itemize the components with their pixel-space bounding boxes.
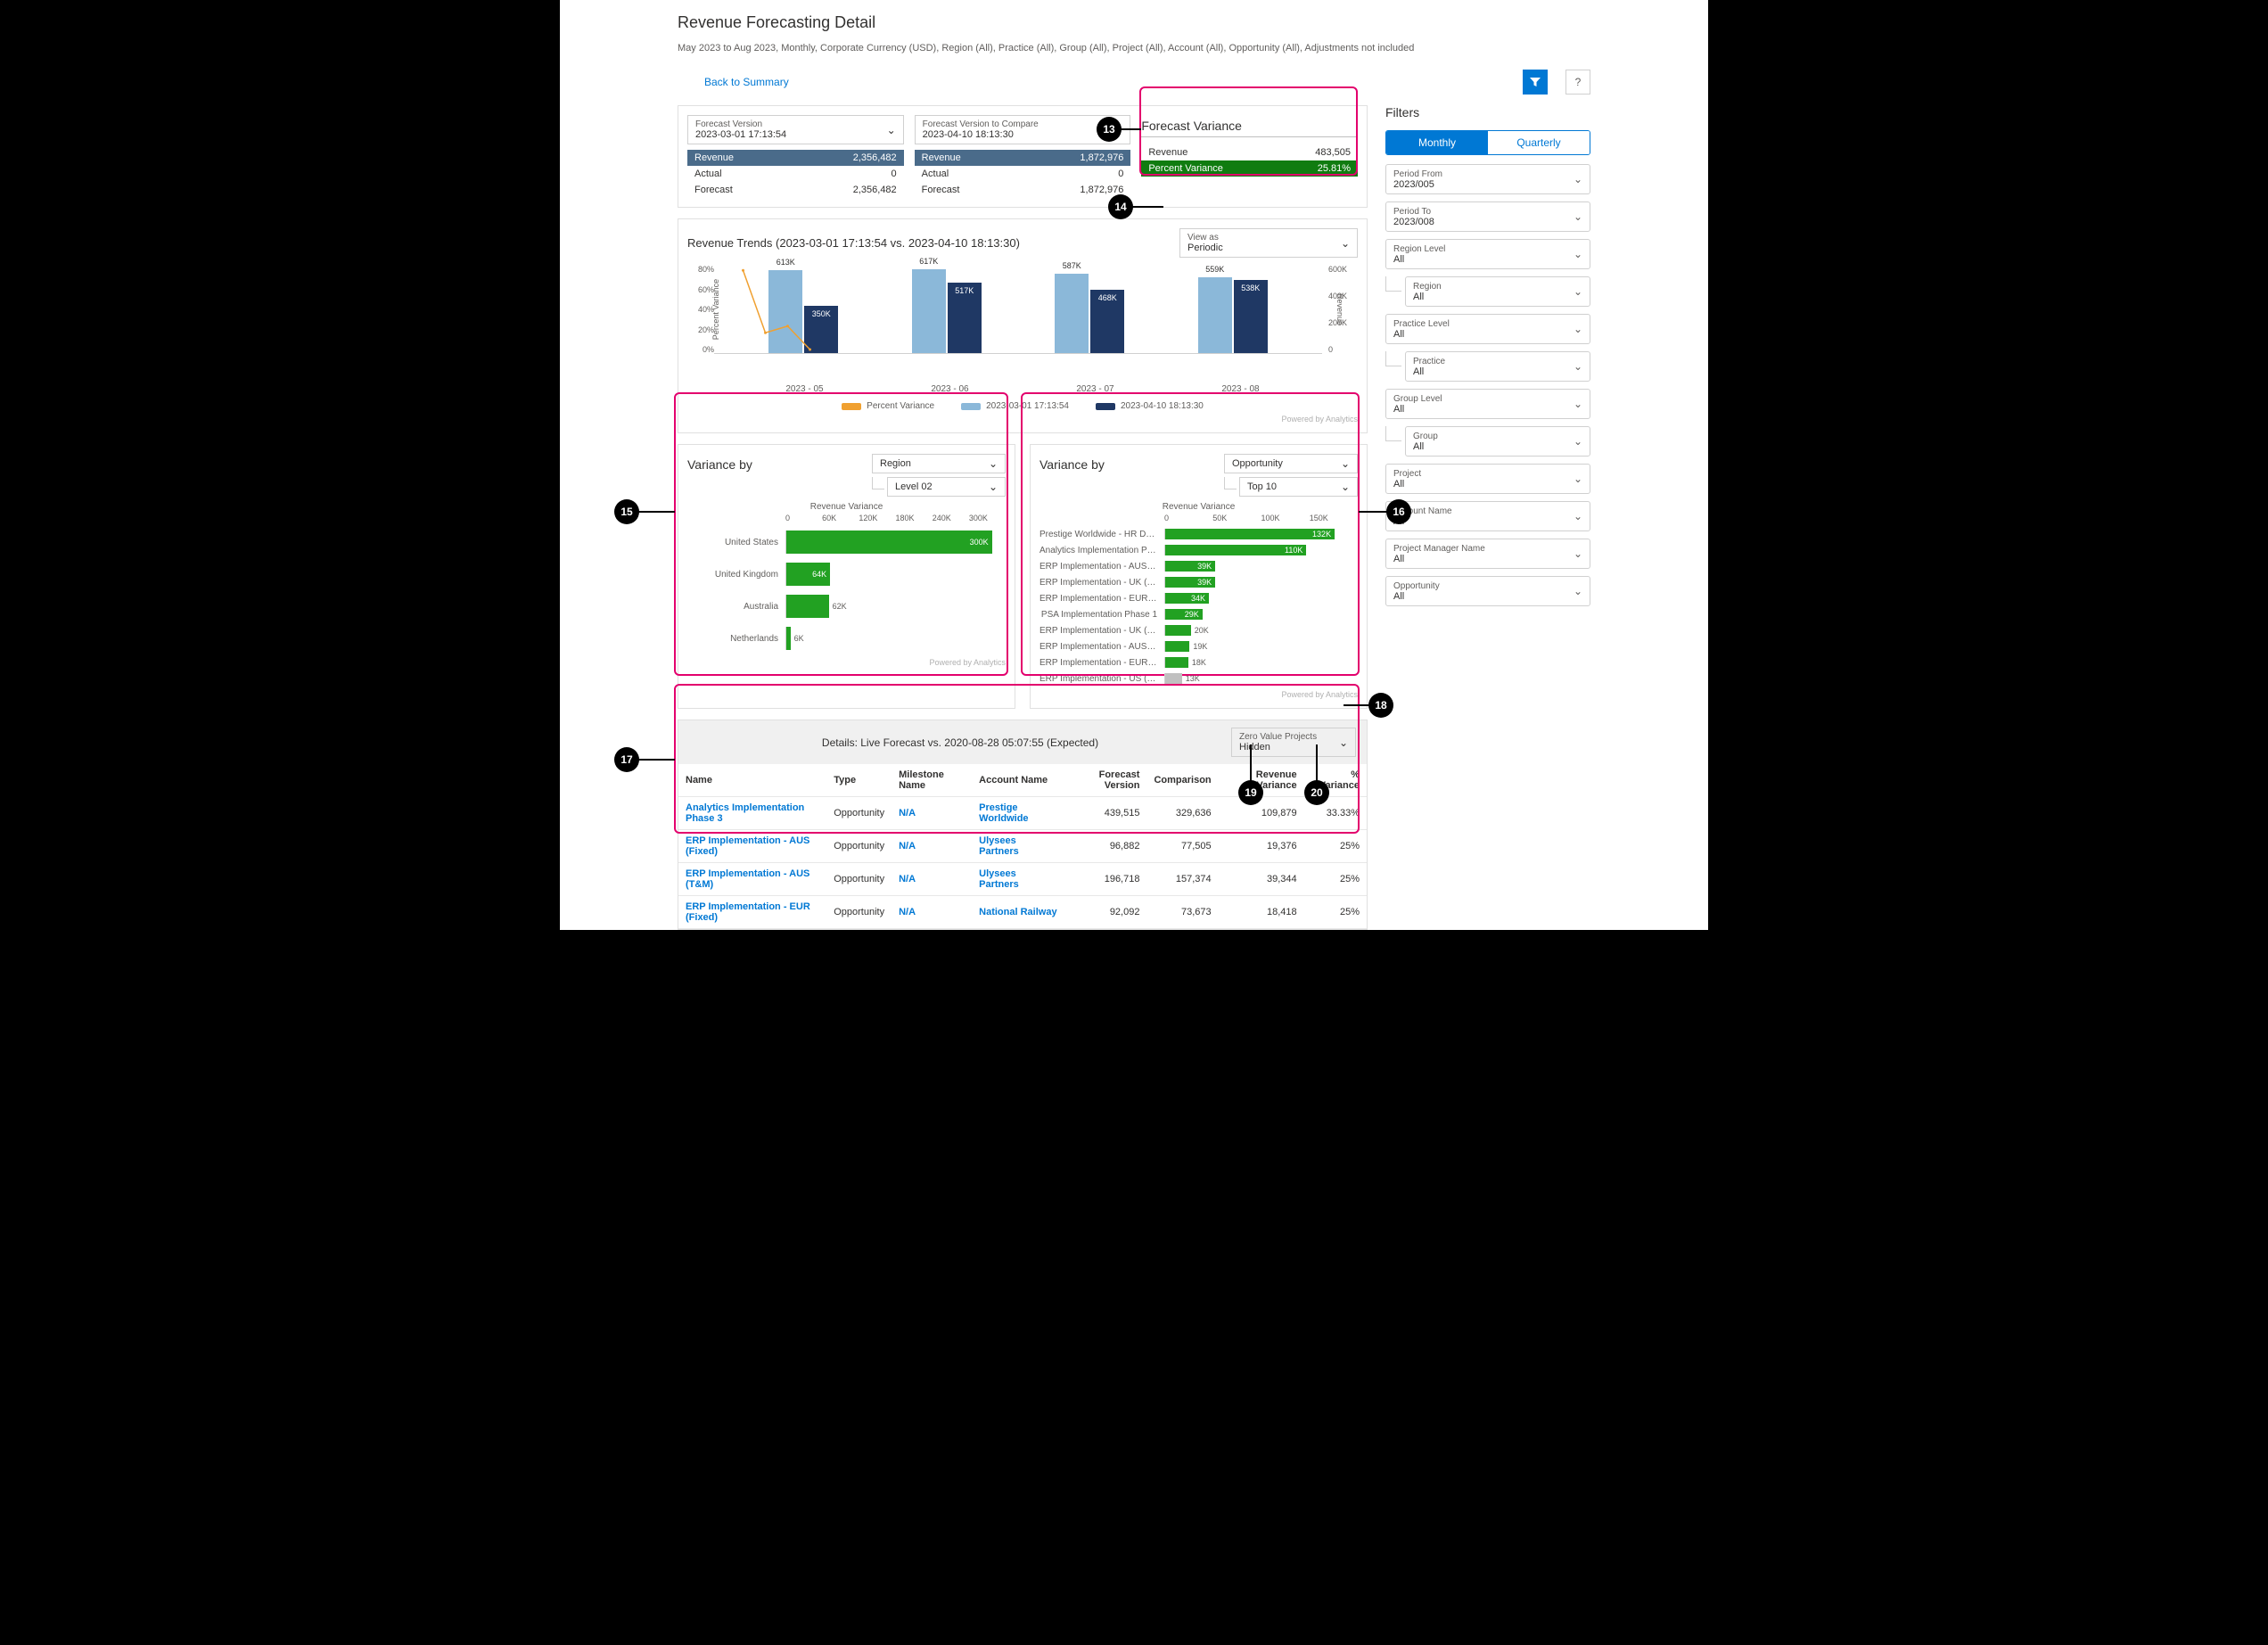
milestone-link[interactable]: N/A — [892, 863, 972, 896]
filter-practice[interactable]: PracticeAll⌄ — [1405, 351, 1590, 382]
variance-by-region-panel: Variance by Region ⌄ Level 02 ⌄ — [678, 444, 1015, 709]
variance-by-opportunity-panel: Variance by Opportunity ⌄ Top 10 ⌄ — [1030, 444, 1368, 709]
chevron-down-icon: ⌄ — [887, 124, 896, 136]
table-row: ERP Implementation - EUR (Fixed) Opportu… — [678, 896, 1367, 929]
filter-period-from[interactable]: Period From2023/005⌄ — [1385, 164, 1590, 194]
filters-sidebar: Filters Monthly Quarterly Period From202… — [1385, 105, 1590, 930]
varby-level-select[interactable]: Level 02 ⌄ — [887, 477, 1006, 497]
account-link[interactable]: Ulysees Partners — [972, 863, 1064, 896]
filter-opportunity[interactable]: OpportunityAll⌄ — [1385, 576, 1590, 606]
callout-16: 16 — [1386, 499, 1411, 524]
forecast-version-select[interactable]: Forecast Version 2023-03-01 17:13:54 ⌄ — [687, 115, 904, 144]
monthly-toggle[interactable]: Monthly — [1386, 131, 1488, 154]
page-title: Revenue Forecasting Detail — [678, 13, 1590, 32]
milestone-link[interactable]: N/A — [892, 797, 972, 830]
callout-17: 17 — [614, 747, 639, 772]
chevron-down-icon: ⌄ — [1341, 237, 1350, 250]
milestone-link[interactable]: N/A — [892, 896, 972, 929]
chevron-down-icon: ⌄ — [1341, 481, 1350, 493]
varby-opp-select[interactable]: Opportunity ⌄ — [1224, 454, 1358, 473]
detail-name-link[interactable]: ERP Implementation - AUS (T&M) — [678, 863, 826, 896]
filter-icon — [1529, 76, 1541, 88]
subtitle: May 2023 to Aug 2023, Monthly, Corporate… — [678, 43, 1590, 53]
callout-18: 18 — [1368, 693, 1393, 718]
callout-15: 15 — [614, 499, 639, 524]
quarterly-toggle[interactable]: Quarterly — [1488, 131, 1590, 154]
help-button[interactable]: ? — [1565, 70, 1590, 95]
trends-panel: Revenue Trends (2023-03-01 17:13:54 vs. … — [678, 218, 1368, 433]
chevron-down-icon: ⌄ — [1339, 736, 1348, 749]
detail-name-link[interactable]: Analytics Implementation Phase 3 — [678, 797, 826, 830]
callout-14: 14 — [1108, 194, 1133, 219]
milestone-link[interactable]: N/A — [892, 830, 972, 863]
account-link[interactable]: National Railway — [972, 896, 1064, 929]
table-row: ERP Implementation - AUS (T&M) Opportuni… — [678, 863, 1367, 896]
filter-project-manager-name[interactable]: Project Manager NameAll⌄ — [1385, 539, 1590, 569]
filter-region[interactable]: RegionAll⌄ — [1405, 276, 1590, 307]
detail-name-link[interactable]: ERP Implementation - EUR (Fixed) — [678, 896, 826, 929]
callout-19: 19 — [1238, 780, 1263, 805]
view-as-select[interactable]: View as Periodic ⌄ — [1179, 228, 1358, 258]
filter-account-name[interactable]: Account NameAll⌄ — [1385, 501, 1590, 531]
account-link[interactable]: Ulysees Partners — [972, 830, 1064, 863]
filter-group-level[interactable]: Group LevelAll⌄ — [1385, 389, 1590, 419]
chevron-down-icon: ⌄ — [1341, 457, 1350, 470]
filter-group[interactable]: GroupAll⌄ — [1405, 426, 1590, 456]
filter-period-to[interactable]: Period To2023/008⌄ — [1385, 202, 1590, 232]
filter-project[interactable]: ProjectAll⌄ — [1385, 464, 1590, 494]
forecast-cards: Forecast Version 2023-03-01 17:13:54 ⌄ R… — [678, 105, 1368, 208]
filter-toggle-button[interactable] — [1523, 70, 1548, 95]
callout-20: 20 — [1304, 780, 1329, 805]
varby-region-select[interactable]: Region ⌄ — [872, 454, 1006, 473]
filter-practice-level[interactable]: Practice LevelAll⌄ — [1385, 314, 1590, 344]
back-to-summary-link[interactable]: Back to Summary — [704, 76, 789, 88]
filter-region-level[interactable]: Region LevelAll⌄ — [1385, 239, 1590, 269]
variance-title: Forecast Variance — [1141, 115, 1358, 137]
chevron-down-icon: ⌄ — [989, 481, 998, 493]
chevron-down-icon: ⌄ — [989, 457, 998, 470]
table-row: Analytics Implementation Phase 3 Opportu… — [678, 797, 1367, 830]
account-link[interactable]: Prestige Worldwide — [972, 797, 1064, 830]
trends-title: Revenue Trends (2023-03-01 17:13:54 vs. … — [687, 236, 1020, 250]
details-panel: Details: Live Forecast vs. 2020-08-28 05… — [678, 720, 1368, 930]
detail-name-link[interactable]: ERP Implementation - AUS (Fixed) — [678, 830, 826, 863]
varby-top-select[interactable]: Top 10 ⌄ — [1239, 477, 1358, 497]
callout-13: 13 — [1097, 117, 1122, 142]
table-row: ERP Implementation - AUS (Fixed) Opportu… — [678, 830, 1367, 863]
